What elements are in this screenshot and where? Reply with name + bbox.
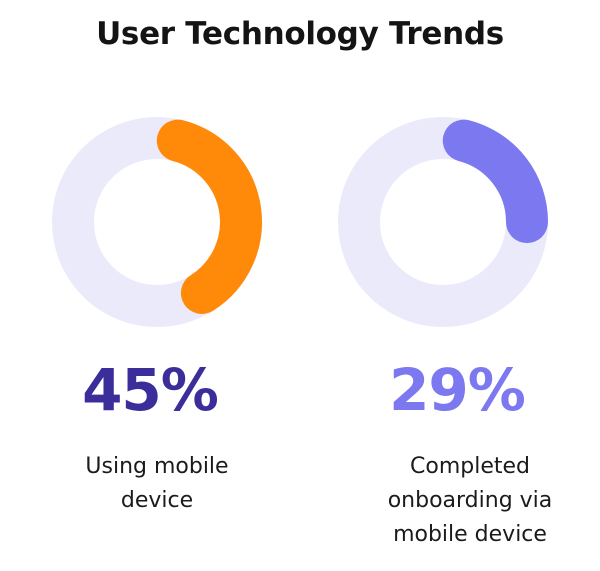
donut-value-arc bbox=[442, 119, 549, 244]
chart-title: User Technology Trends bbox=[96, 16, 504, 52]
stat-label: Using mobile device bbox=[85, 454, 229, 513]
donut-value-arc bbox=[156, 119, 262, 314]
donut-chart-mobile-usage bbox=[52, 117, 262, 327]
percentage-value: 29% bbox=[389, 356, 526, 424]
donut-chart-mobile-onboarding bbox=[338, 117, 549, 327]
stat-label: Completed onboarding via mobile device bbox=[387, 454, 553, 547]
percentage-value: 45% bbox=[82, 356, 219, 424]
